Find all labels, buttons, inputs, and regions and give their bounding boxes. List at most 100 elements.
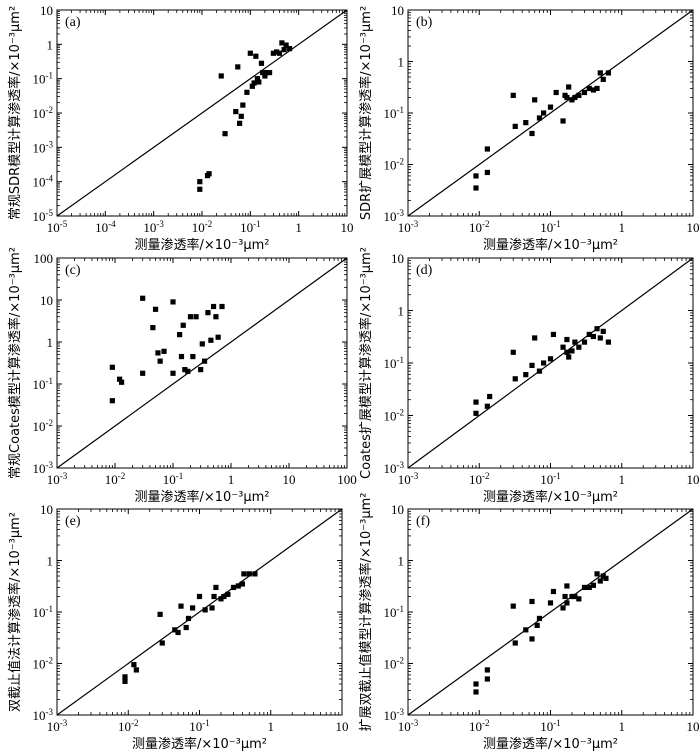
data-point — [210, 303, 217, 310]
data-point — [600, 328, 606, 334]
y-tick-label: 10-5 — [33, 208, 54, 224]
data-point — [484, 146, 490, 152]
data-point — [182, 367, 188, 373]
data-point — [529, 636, 535, 642]
data-point — [572, 593, 578, 600]
data-point — [238, 113, 244, 119]
x-tick-label: 10-3 — [398, 219, 419, 235]
panel-d: 10-3 10-2 10-1 1 10 10-3 10-2 10-1 1 10 (d) 测量渗透率/×… — [358, 247, 700, 505]
panel-a: 10-5 10-4 10-3 10-2 10-1 1 10 10-5 10-4 10-3 10-2 1… — [7, 3, 354, 253]
y-axis-label: 常规Coates模型计算渗透率/×10⁻³μm² — [7, 247, 23, 479]
data-point — [547, 600, 554, 606]
data-point — [213, 584, 219, 591]
data-point — [562, 593, 568, 600]
data-point — [473, 689, 479, 695]
data-point — [590, 582, 596, 588]
data-point — [523, 120, 529, 126]
data-point — [473, 399, 479, 405]
y-tick-label: 1 — [47, 37, 54, 52]
data-point — [233, 108, 239, 115]
data-point — [572, 94, 578, 101]
data-point — [218, 596, 224, 602]
data-point — [249, 83, 255, 89]
x-tick-label: 10-3 — [143, 219, 164, 235]
y-tick-label: 10 — [391, 251, 404, 266]
data-point — [581, 584, 588, 591]
data-point — [109, 364, 115, 370]
x-tick-label: 10-1 — [540, 718, 561, 734]
y-tick-label: 10-3 — [33, 707, 54, 723]
x-tick-label: 10-2 — [192, 219, 213, 235]
x-tick-label: 1 — [619, 472, 626, 487]
data-point — [254, 76, 260, 82]
data-point — [213, 314, 219, 320]
x-tick-label: 10-5 — [47, 219, 68, 235]
data-point — [246, 571, 252, 577]
data-point — [560, 118, 566, 124]
data-point — [201, 358, 208, 364]
data-point — [256, 79, 262, 85]
data-point — [222, 131, 228, 137]
one-to-one-line — [407, 257, 694, 469]
data-point — [564, 583, 570, 589]
x-tick-label: 10 — [336, 719, 349, 734]
data-point — [239, 581, 245, 587]
data-point — [553, 89, 559, 96]
data-point — [532, 97, 538, 103]
data-point — [603, 575, 609, 581]
data-point — [581, 89, 588, 96]
data-point — [197, 186, 203, 192]
x-tick-label: 10-4 — [95, 219, 116, 235]
data-point — [175, 629, 181, 636]
x-axis-label: 测量渗透率/×10⁻³μm² — [134, 237, 269, 253]
data-point — [600, 573, 606, 579]
data-point — [185, 615, 192, 622]
panel-label: (e) — [65, 514, 81, 529]
x-tick-label: 1 — [619, 719, 626, 734]
data-point — [576, 344, 582, 350]
data-point — [161, 348, 167, 354]
data-point — [560, 605, 566, 611]
x-axis-label: 测量渗透率/×10⁻³μm² — [483, 489, 618, 505]
y-tick-label: 100 — [34, 251, 54, 266]
data-point — [576, 92, 582, 98]
y-tick-label: 10-2 — [33, 656, 54, 672]
data-point — [572, 339, 578, 345]
y-axis-label: 常规SDR模型计算渗透率/×10⁻³μm² — [7, 6, 23, 220]
x-tick-label: 1 — [619, 220, 626, 235]
data-point — [208, 337, 214, 343]
data-point — [534, 622, 540, 628]
data-point — [119, 379, 125, 385]
data-point — [487, 393, 493, 400]
data-point — [187, 314, 194, 320]
data-point — [510, 603, 516, 609]
x-tick-label: 1 — [228, 472, 235, 487]
panel-label: (f) — [416, 514, 430, 529]
data-point — [170, 299, 176, 305]
x-tick-label: 100 — [337, 472, 357, 487]
one-to-one-line — [407, 508, 694, 716]
data-point — [569, 593, 575, 600]
data-point — [529, 362, 535, 369]
data-point — [219, 303, 225, 310]
panel-label: (d) — [416, 263, 433, 278]
data-point — [218, 73, 224, 79]
x-tick-label: 10 — [687, 472, 700, 487]
data-point — [550, 331, 557, 338]
y-tick-label: 10-1 — [33, 71, 54, 87]
data-point — [529, 598, 535, 605]
data-point — [590, 333, 596, 340]
data-point — [586, 584, 592, 591]
data-point — [247, 50, 253, 56]
data-point — [287, 46, 293, 52]
panel-label: (b) — [416, 15, 433, 30]
x-tick-label: 10-3 — [398, 471, 419, 487]
y-tick-label: 10-3 — [384, 707, 405, 723]
y-tick-label: 10 — [40, 502, 53, 517]
data-point — [150, 325, 156, 331]
data-point — [473, 410, 479, 416]
data-point — [235, 583, 241, 589]
data-point — [152, 306, 159, 312]
data-point — [484, 676, 490, 682]
data-point — [484, 169, 490, 176]
